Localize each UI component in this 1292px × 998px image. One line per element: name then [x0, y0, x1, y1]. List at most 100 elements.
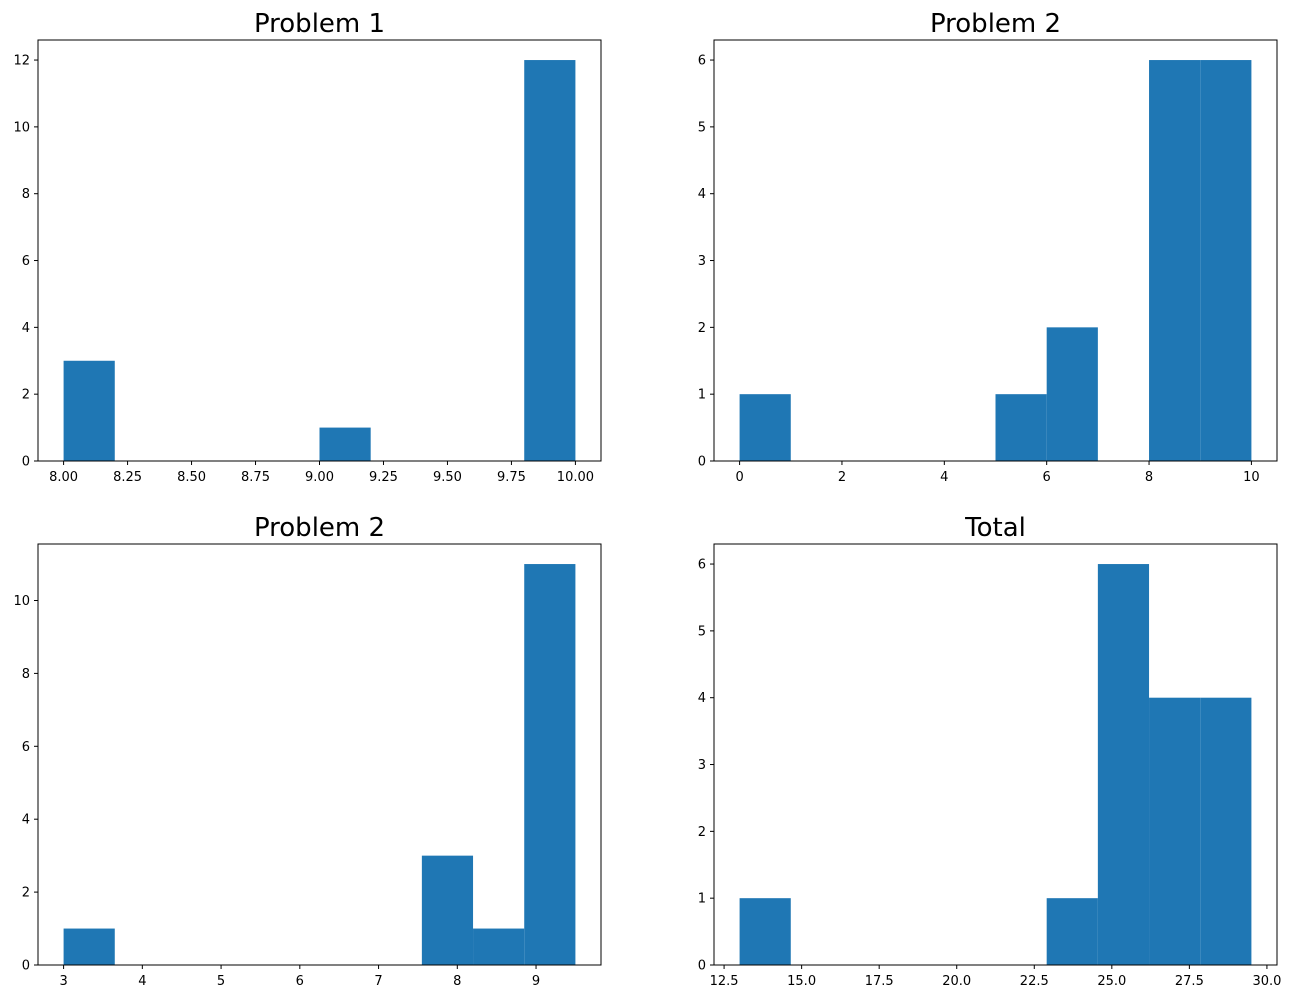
x-tick-label: 9: [532, 974, 540, 989]
x-tick-label: 12.5: [710, 974, 739, 989]
y-tick-label: 0: [22, 959, 30, 974]
x-tick-label: 17.5: [865, 974, 894, 989]
x-axis-ticks: 3 4 5 6 7 8 9: [59, 965, 540, 989]
y-tick-label: 2: [22, 388, 30, 403]
histogram-bar: [1200, 697, 1252, 965]
y-tick-label: 10: [13, 120, 30, 135]
y-tick-label: 4: [22, 321, 30, 336]
axes-frame: [713, 39, 1278, 462]
subplot-title: Problem 1: [254, 9, 385, 39]
y-tick-label: 4: [698, 691, 706, 706]
y-axis-ticks: 0 1 2 3 4 5 6: [698, 558, 714, 974]
x-tick-label: 9.00: [305, 470, 334, 485]
y-tick-label: 12: [13, 54, 30, 69]
histogram-bar: [63, 928, 115, 965]
x-tick-label: 22.5: [1020, 974, 1049, 989]
x-tick-label: 0: [735, 470, 743, 485]
y-tick-label: 0: [698, 455, 706, 470]
histogram-bar: [473, 928, 525, 965]
y-tick-label: 1: [698, 892, 706, 907]
x-tick-label: 8.75: [241, 470, 270, 485]
subplot-problem-2-bottom: Problem 2 3 4 5 6 7 8 9 0 2 4 6 8 10: [13, 513, 602, 989]
y-tick-label: 4: [698, 187, 706, 202]
histogram-bar: [1097, 564, 1150, 965]
histogram-bar: [524, 564, 576, 965]
y-tick-label: 1: [698, 388, 706, 403]
x-tick-label: 9.75: [497, 470, 526, 485]
histogram-bar: [739, 898, 791, 965]
x-tick-label: 8.25: [113, 470, 142, 485]
x-tick-label: 2: [838, 470, 846, 485]
histogram-bar: [739, 394, 791, 461]
y-axis-ticks: 0 2 4 6 8 10: [13, 594, 38, 974]
y-tick-label: 6: [22, 254, 30, 269]
histogram-bar: [524, 60, 576, 462]
subplot-problem-2-top: Problem 2 0 2 4 6 8 10 0 1 2 3 4 5 6: [698, 9, 1278, 485]
x-tick-label: 7: [374, 974, 382, 989]
x-tick-label: 10: [1243, 470, 1260, 485]
x-tick-label: 8.00: [49, 470, 78, 485]
histogram-bar: [421, 855, 474, 965]
x-tick-label: 8: [1145, 470, 1153, 485]
histogram-bar: [63, 360, 115, 461]
subplot-total: Total 12.5 15.0 17.5 20.0 22.5 25.0 27.5 30.0 0…: [698, 513, 1282, 989]
histogram-bar: [1149, 60, 1201, 462]
y-tick-label: 8: [22, 187, 30, 202]
bar-group: [739, 564, 1252, 965]
subplot-title: Problem 2: [930, 9, 1061, 39]
x-tick-label: 8.50: [177, 470, 206, 485]
y-tick-label: 8: [22, 667, 30, 682]
histogram-bar: [1149, 697, 1201, 965]
axes-frame: [37, 543, 602, 966]
y-tick-label: 10: [13, 594, 30, 609]
bar-group: [63, 564, 576, 965]
y-tick-label: 0: [22, 455, 30, 470]
x-axis-ticks: 12.5 15.0 17.5 20.0 22.5 25.0 27.5 30.0: [710, 965, 1281, 989]
x-tick-label: 8: [453, 974, 461, 989]
x-tick-label: 15.0: [787, 974, 816, 989]
histogram-bar: [319, 427, 371, 461]
x-tick-label: 30.0: [1252, 974, 1281, 989]
y-tick-label: 5: [698, 120, 706, 135]
histogram-bar: [1046, 898, 1098, 965]
y-tick-label: 3: [698, 758, 706, 773]
y-tick-label: 2: [22, 886, 30, 901]
y-tick-label: 6: [698, 558, 706, 573]
x-tick-label: 6: [1043, 470, 1051, 485]
x-axis-ticks: 8.00 8.25 8.50 8.75 9.00 9.25 9.50 9.75 10.00: [49, 461, 594, 485]
subplot-title: Total: [964, 513, 1026, 543]
y-tick-label: 5: [698, 624, 706, 639]
bar-group: [63, 60, 576, 462]
y-tick-label: 2: [698, 321, 706, 336]
x-tick-label: 20.0: [942, 974, 971, 989]
histogram-bar: [995, 394, 1047, 461]
x-tick-label: 3: [59, 974, 67, 989]
y-tick-label: 0: [698, 959, 706, 974]
x-tick-label: 27.5: [1175, 974, 1204, 989]
axes-frame: [37, 39, 602, 462]
x-tick-label: 25.0: [1097, 974, 1126, 989]
y-tick-label: 3: [698, 254, 706, 269]
y-tick-label: 2: [698, 825, 706, 840]
x-tick-label: 9.50: [433, 470, 462, 485]
bar-group: [739, 60, 1252, 462]
x-tick-label: 5: [217, 974, 225, 989]
x-tick-label: 10.00: [557, 470, 594, 485]
x-tick-label: 6: [296, 974, 304, 989]
x-tick-label: 9.25: [369, 470, 398, 485]
x-tick-label: 4: [940, 470, 948, 485]
y-axis-ticks: 0 1 2 3 4 5 6: [698, 54, 714, 470]
y-tick-label: 6: [22, 740, 30, 755]
subplot-title: Problem 2: [254, 513, 385, 543]
subplot-problem-1: Problem 1 8.00 8.25 8.50 8.75 9.00 9.25 9.50 9.…: [13, 9, 602, 485]
x-axis-ticks: 0 2 4 6 8 10: [735, 461, 1260, 485]
y-axis-ticks: 0 2 4 6 8 10 12: [13, 54, 38, 470]
axes-frame: [713, 543, 1278, 966]
x-tick-label: 4: [138, 974, 146, 989]
y-tick-label: 4: [22, 813, 30, 828]
y-tick-label: 6: [698, 54, 706, 69]
histogram-bar: [1046, 327, 1098, 461]
histogram-bar: [1200, 60, 1252, 462]
